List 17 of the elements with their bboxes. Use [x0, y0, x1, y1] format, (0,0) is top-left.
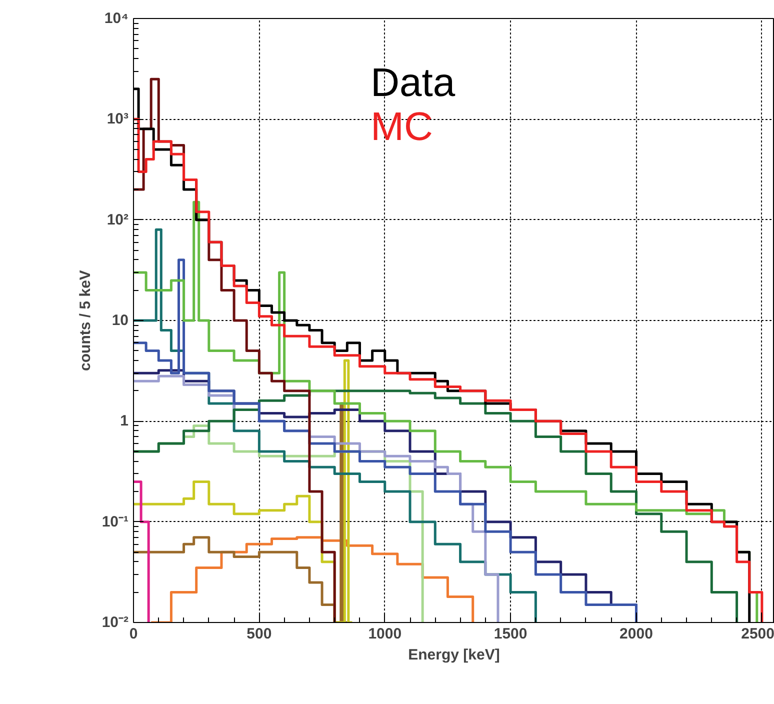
y-tick-label: 10⁻¹ [102, 513, 129, 530]
y-tick-label: 10² [106, 211, 129, 228]
x-tick-label: 2500 [741, 626, 774, 642]
x-tick-label: 1000 [368, 626, 402, 642]
x-tick-label: 500 [246, 626, 272, 642]
y-tick-label: 10⁴ [104, 10, 129, 27]
x-tick-label: 0 [129, 626, 138, 642]
x-tick-label: 1500 [494, 626, 528, 642]
x-tick-label: 2000 [620, 626, 653, 642]
text: MC [370, 104, 433, 149]
y-axis-title: counts / 5 keV [76, 270, 94, 371]
text: Data [370, 60, 456, 105]
y-tick-label: 10⁻² [102, 614, 129, 631]
x-axis-title: Energy [keV] [408, 646, 500, 664]
y-tick-label: 10 [112, 312, 129, 329]
y-tick-label: 1 [120, 412, 128, 430]
y-tick-label: 10³ [106, 110, 129, 128]
